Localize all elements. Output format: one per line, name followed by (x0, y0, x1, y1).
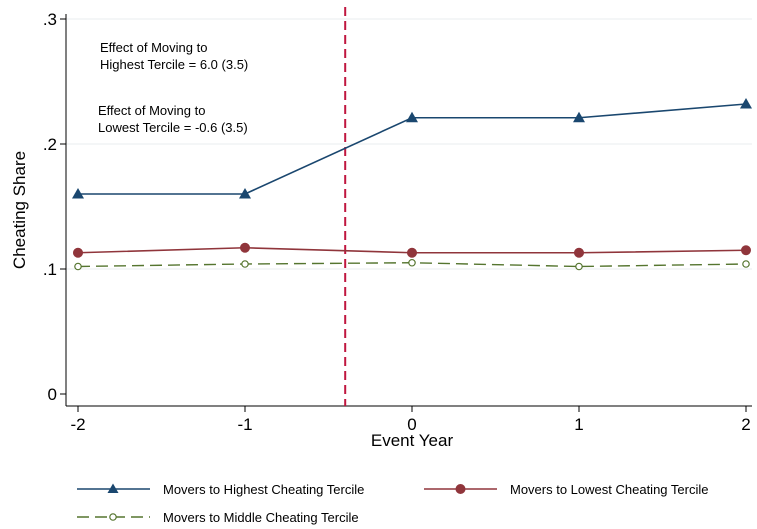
legend-label-middle: Movers to Middle Cheating Tercile (163, 510, 359, 525)
annotation-lowest-line1: Effect of Moving to (98, 103, 205, 118)
y-tick-label: .2 (43, 135, 57, 154)
data-point-hollow-circle (575, 262, 583, 271)
series-hollow-circle (74, 258, 750, 271)
data-point-triangle (740, 98, 752, 109)
axes (65, 14, 752, 407)
x-ticks: -2 -1 0 1 2 (70, 406, 751, 434)
y-tick-label: 0 (48, 385, 57, 404)
legend-label-lowest: Movers to Lowest Cheating Tercile (510, 482, 708, 497)
series-circle (73, 242, 751, 258)
legend-label-highest: Movers to Highest Cheating Tercile (163, 482, 364, 497)
legend-item-highest: Movers to Highest Cheating Tercile (77, 482, 364, 497)
legend-item-middle: Movers to Middle Cheating Tercile (77, 510, 359, 525)
data-point-circle (574, 247, 584, 258)
data-point-triangle (239, 188, 251, 199)
y-tick-label: .1 (43, 260, 57, 279)
data-point-triangle (573, 111, 585, 123)
x-axis-label: Event Year (371, 431, 454, 450)
gridlines (66, 18, 752, 270)
annotation-highest-line1: Effect of Moving to (100, 40, 207, 55)
y-tick-label: .3 (43, 10, 57, 29)
annotation-lowest: Effect of Moving to Lowest Tercile = -0.… (98, 103, 248, 135)
legend-marker-hollow-circle-icon (109, 513, 117, 521)
data-point-hollow-circle (74, 262, 82, 271)
y-axis-label: Cheating Share (10, 151, 29, 269)
data-point-circle (73, 247, 83, 258)
legend-marker-triangle-icon (107, 483, 119, 493)
annotation-highest: Effect of Moving to Highest Tercile = 6.… (100, 40, 248, 72)
data-point-circle (240, 242, 250, 253)
series-layer (72, 98, 752, 271)
x-tick-label: -2 (70, 415, 85, 434)
annotation-highest-line2: Highest Tercile = 6.0 (3.5) (100, 57, 248, 72)
data-point-hollow-circle (408, 258, 416, 267)
y-ticks: 0 .1 .2 .3 (43, 10, 66, 404)
x-tick-label: 2 (741, 415, 750, 434)
data-point-circle (741, 245, 751, 256)
x-tick-label: -1 (237, 415, 252, 434)
data-point-circle (407, 247, 417, 258)
annotation-lowest-line2: Lowest Tercile = -0.6 (3.5) (98, 120, 248, 135)
legend: Movers to Highest Cheating Tercile Mover… (77, 482, 708, 525)
x-tick-label: 1 (574, 415, 583, 434)
legend-item-lowest: Movers to Lowest Cheating Tercile (424, 482, 708, 497)
data-point-triangle (406, 111, 418, 123)
legend-marker-circle-icon (455, 484, 466, 494)
data-point-hollow-circle (241, 260, 249, 268)
x-tick-label: 0 (407, 415, 416, 434)
data-point-triangle (72, 188, 84, 199)
series-triangle (72, 98, 752, 199)
data-point-hollow-circle (742, 260, 750, 268)
